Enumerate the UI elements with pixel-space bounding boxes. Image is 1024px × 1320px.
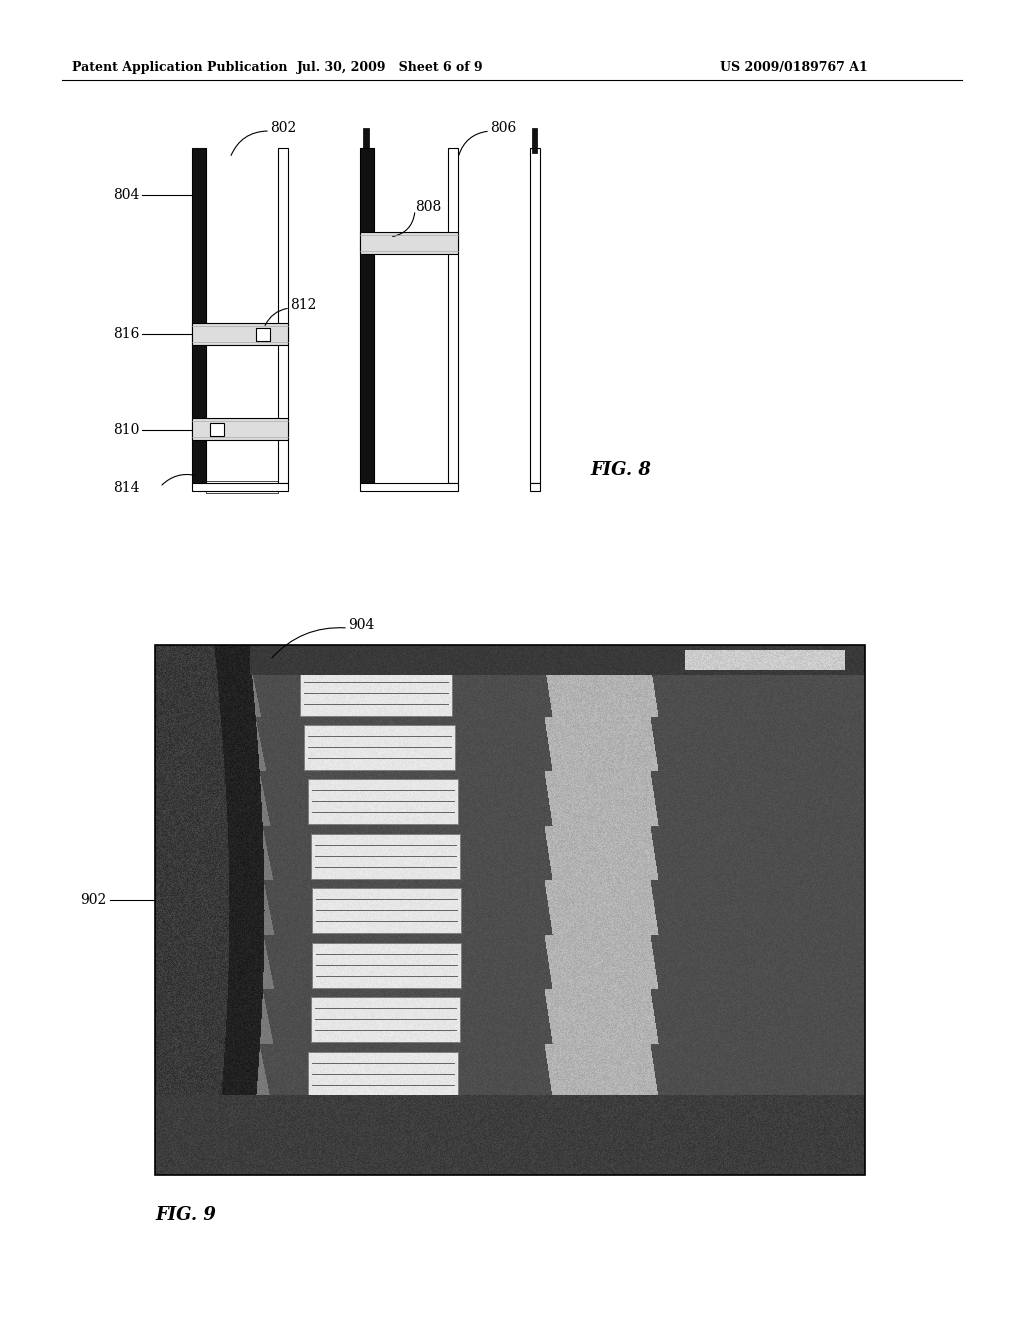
- Bar: [210, 422, 224, 436]
- Text: 804: 804: [114, 187, 140, 202]
- Text: 802: 802: [270, 121, 296, 135]
- Bar: [360, 148, 374, 483]
- Bar: [360, 483, 458, 491]
- Text: 814: 814: [114, 480, 140, 495]
- Text: 816: 816: [114, 327, 140, 341]
- Text: 902: 902: [80, 894, 106, 907]
- Bar: [155, 645, 865, 1175]
- Text: 812: 812: [290, 298, 316, 312]
- Text: 806: 806: [490, 121, 516, 135]
- Bar: [193, 148, 206, 483]
- Bar: [449, 148, 458, 483]
- Bar: [206, 480, 278, 492]
- Bar: [193, 483, 288, 491]
- Bar: [532, 128, 537, 153]
- Bar: [362, 128, 369, 153]
- Bar: [530, 483, 540, 491]
- Bar: [530, 148, 540, 483]
- Bar: [193, 148, 205, 483]
- Text: US 2009/0189767 A1: US 2009/0189767 A1: [720, 62, 867, 74]
- Text: 808: 808: [415, 201, 441, 214]
- Bar: [278, 148, 288, 483]
- Text: 904: 904: [348, 618, 375, 632]
- Text: FIG. 9: FIG. 9: [155, 1206, 216, 1224]
- Bar: [193, 418, 288, 440]
- Text: Jul. 30, 2009   Sheet 6 of 9: Jul. 30, 2009 Sheet 6 of 9: [297, 62, 483, 74]
- Text: 810: 810: [114, 422, 140, 437]
- Text: FIG. 8: FIG. 8: [590, 461, 651, 479]
- Bar: [193, 323, 288, 345]
- Bar: [360, 232, 458, 253]
- Text: Patent Application Publication: Patent Application Publication: [72, 62, 288, 74]
- Bar: [256, 327, 270, 341]
